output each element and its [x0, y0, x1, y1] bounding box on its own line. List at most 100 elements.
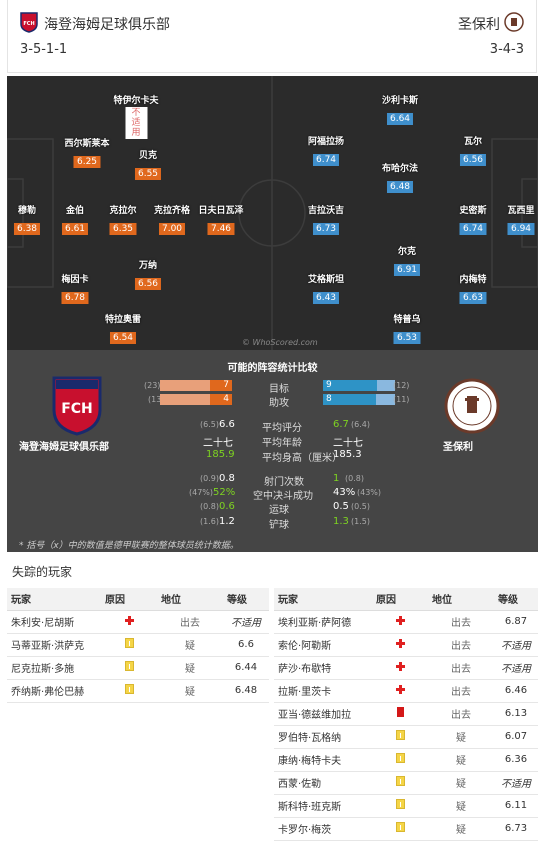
reason-cell: [372, 656, 428, 680]
table-row[interactable]: 乔纳斯·弗伦巴赫 疑 6.48: [7, 679, 269, 703]
home-assists-bar: 4: [210, 394, 232, 405]
table-row[interactable]: 西蒙·佐勒 疑不适用: [274, 771, 538, 795]
doubtful-icon: [124, 684, 134, 694]
away-player[interactable]: 尔克 6.91: [393, 244, 421, 276]
rating-cell: 6.44: [223, 656, 269, 680]
away-player[interactable]: 瓦西里 6.94: [507, 206, 535, 235]
table-row[interactable]: 尼克拉斯·多施 疑 6.44: [7, 656, 269, 680]
away-aerial: 43%: [333, 487, 356, 498]
home-logo-icon: FCH: [52, 376, 102, 436]
svg-text:FCH: FCH: [61, 401, 93, 417]
home-team-name[interactable]: 海登海姆足球俱乐部: [44, 17, 170, 33]
dribble-label: 运球: [269, 505, 289, 516]
reason-cell: [372, 725, 428, 749]
table-row[interactable]: 罗伯特·瓦格纳 疑 6.07: [274, 725, 538, 749]
away-player[interactable]: 内梅特 6.63: [459, 275, 487, 304]
away-assists-total: (11): [393, 395, 410, 404]
table-row[interactable]: 斯科特·班克斯 疑 6.11: [274, 794, 538, 818]
table-row[interactable]: 卡罗尔·梅茨 疑 6.73: [274, 817, 538, 841]
status-cell: 出去: [428, 656, 494, 680]
home-player[interactable]: 贝克 6.55: [134, 148, 162, 180]
home-shots-sub: (0.9): [200, 474, 219, 483]
home-player[interactable]: 克拉尔 6.35: [109, 206, 137, 235]
avg-age-label: 平均年龄: [262, 438, 302, 449]
away-player[interactable]: 特普乌 6.53: [393, 315, 421, 344]
player-name[interactable]: 斯科特·班克斯: [274, 794, 372, 818]
away-team-name[interactable]: 圣保利: [458, 17, 500, 33]
reason-cell: [372, 679, 428, 703]
away-player[interactable]: 沙利卡斯 6.64: [381, 96, 419, 125]
status-cell: 疑: [428, 748, 494, 772]
away-player[interactable]: 艾格斯坦 6.43: [307, 275, 345, 304]
col-status: 地位: [428, 588, 494, 611]
status-cell: 出去: [428, 633, 494, 657]
player-name[interactable]: 萨沙·布歇特: [274, 656, 372, 680]
rating-cell: 6.46: [494, 679, 538, 703]
reason-cell: [372, 610, 428, 634]
away-player[interactable]: 吉拉沃吉 6.73: [307, 206, 345, 235]
lineup-stats-comparison: 可能的阵容统计比较 FCH 海登海姆足球俱乐部 圣保利 (23) 7 目标 9 …: [7, 350, 538, 552]
player-name[interactable]: 尼克拉斯·多施: [7, 656, 101, 680]
player-name[interactable]: 朱利安·尼胡斯: [7, 610, 101, 634]
away-player[interactable]: 阿福拉扬 6.74: [307, 137, 345, 166]
away-avg-height: 185.3: [333, 449, 362, 460]
home-player[interactable]: 穆勒 6.38: [13, 203, 41, 235]
stats-footnote: * 括号（x）中的数值是德甲联赛的整体球员统计数据。: [19, 541, 239, 551]
home-player[interactable]: 克拉齐格 7.00: [153, 206, 191, 235]
home-player[interactable]: 特拉奥雷 6.54: [104, 315, 142, 344]
injury-cross-icon: [124, 615, 134, 625]
away-avg-age: 二十七: [333, 438, 363, 449]
reason-cell: [372, 771, 428, 795]
table-row[interactable]: 拉斯·里茨卡 出去 6.46: [274, 679, 538, 703]
reason-cell: [101, 610, 157, 634]
col-status: 地位: [157, 588, 223, 611]
tackle-label: 铲球: [269, 520, 289, 531]
home-player[interactable]: 万纳 6.56: [134, 258, 162, 290]
table-row[interactable]: 亚当·德兹维加拉 出去 6.13: [274, 702, 538, 726]
player-name[interactable]: 卡罗尔·梅茨: [274, 817, 372, 841]
table-row[interactable]: 朱利安·尼胡斯 出去 不适用: [7, 610, 269, 634]
lineup-pitch: 特伊尔卡夫 不适用 西尔斯莱本 6.25 贝克 6.55 穆勒 6.38 金伯 …: [7, 76, 538, 350]
home-player[interactable]: 西尔斯莱本 6.25: [64, 139, 110, 168]
table-row[interactable]: 萨沙·布歇特 出去 不适用: [274, 656, 538, 680]
player-name[interactable]: 马蒂亚斯·洪萨克: [7, 633, 101, 657]
goals-label: 目标: [269, 384, 289, 395]
home-shots: 0.8: [219, 473, 235, 484]
home-player[interactable]: 金伯 6.61: [61, 203, 89, 235]
reason-cell: [101, 656, 157, 680]
away-rating-sub: (6.4): [351, 420, 370, 429]
player-name[interactable]: 索伦·阿勒斯: [274, 633, 372, 657]
player-name[interactable]: 罗伯特·瓦格纳: [274, 725, 372, 749]
col-rating: 等级: [494, 588, 538, 611]
player-name[interactable]: 西蒙·佐勒: [274, 771, 372, 795]
player-name[interactable]: 乔纳斯·弗伦巴赫: [7, 679, 101, 703]
home-player[interactable]: 日夫日瓦泽 7.46: [198, 206, 244, 235]
rating-cell: 6.07: [494, 725, 538, 749]
player-name[interactable]: 拉斯·里茨卡: [274, 679, 372, 703]
home-dribble-sub: (0.8): [200, 502, 219, 511]
player-name[interactable]: 康纳·梅特卡夫: [274, 748, 372, 772]
away-player[interactable]: 瓦尔 6.56: [459, 134, 487, 166]
away-dribble-sub: (0.5): [351, 502, 370, 511]
table-row[interactable]: 索伦·阿勒斯 出去 不适用: [274, 633, 538, 657]
away-formation: 3-4-3: [489, 42, 524, 57]
status-cell: 疑: [428, 725, 494, 749]
home-player[interactable]: 特伊尔卡夫 不适用: [113, 96, 159, 139]
watermark: © WhoScored.com: [242, 338, 318, 347]
away-player[interactable]: 布哈尔法 6.48: [381, 164, 419, 193]
home-team-label: 海登海姆足球俱乐部: [19, 442, 109, 453]
table-row[interactable]: 马蒂亚斯·洪萨克 疑 6.6: [7, 633, 269, 657]
player-name[interactable]: 亚当·德兹维加拉: [274, 702, 372, 726]
player-name[interactable]: 埃利亚斯·萨阿德: [274, 610, 372, 634]
home-goals-bar-bg: [160, 380, 232, 391]
doubtful-icon: [395, 822, 405, 832]
home-player[interactable]: 梅因卡 6.78: [61, 275, 89, 304]
away-player[interactable]: 史密斯 6.74: [459, 206, 487, 235]
reason-cell: [372, 702, 428, 726]
table-row[interactable]: 康纳·梅特卡夫 疑 6.36: [274, 748, 538, 772]
table-row[interactable]: 埃利亚斯·萨阿德 出去 6.87: [274, 610, 538, 634]
home-aerial-sub: (47%): [189, 488, 214, 497]
away-goals-bar: 9: [323, 380, 377, 391]
red-card-icon: [396, 707, 404, 717]
svg-text:FCH: FCH: [23, 21, 34, 27]
